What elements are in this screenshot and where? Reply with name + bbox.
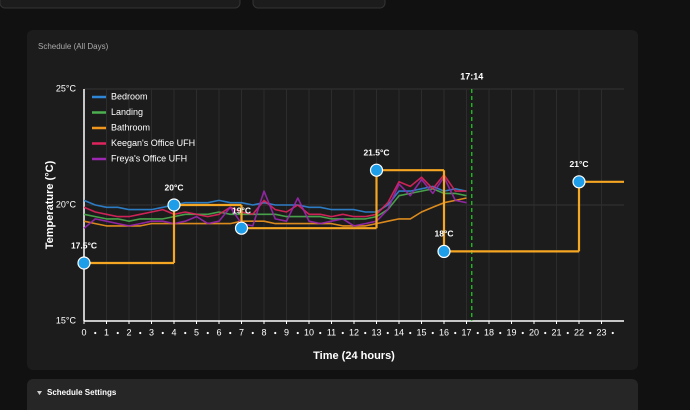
- x-tick-label: 12: [349, 327, 359, 337]
- top-card: [0, 0, 241, 9]
- x-tick-label: 9: [284, 327, 289, 337]
- y-tick-label: 15°C: [56, 315, 77, 325]
- x-tick-label: 11: [327, 327, 336, 337]
- x-tick-label: 10: [304, 327, 314, 337]
- tick-dot: [184, 331, 187, 335]
- schedule-label: 21.5°C: [363, 147, 389, 157]
- x-tick-label: 22: [574, 327, 584, 337]
- tick-dot: [274, 331, 277, 335]
- schedule-point: [369, 163, 384, 177]
- schedule-label: 17.5°C: [71, 240, 97, 250]
- x-tick-label: 17: [461, 327, 471, 337]
- y-tick-label: 25°C: [56, 83, 77, 93]
- tick-dot: [364, 331, 367, 335]
- x-tick-label: 15: [416, 327, 426, 337]
- top-card: [252, 0, 386, 9]
- x-tick-label: 18: [484, 327, 494, 337]
- schedule-point: [234, 221, 249, 235]
- tick-dot: [611, 331, 614, 335]
- series-line: [83, 188, 467, 222]
- x-tick-label: 19: [506, 327, 516, 337]
- settings-title[interactable]: Schedule Settings: [47, 388, 117, 397]
- tick-dot: [566, 331, 569, 335]
- y-tick-label: 20°C: [56, 199, 77, 209]
- expand-icon[interactable]: [37, 391, 42, 395]
- tick-dot: [476, 331, 479, 335]
- settings-card[interactable]: [27, 379, 638, 410]
- legend-label: Landing: [111, 107, 143, 117]
- series-line: [83, 176, 467, 229]
- schedule-point: [437, 244, 451, 258]
- x-tick-label: 2: [126, 327, 131, 337]
- card-title: Schedule (All Days): [38, 42, 109, 51]
- tick-dot: [296, 331, 299, 335]
- schedule-label: 21°C: [570, 159, 589, 169]
- y-axis-label: Temperature (°C): [44, 160, 56, 249]
- schedule-label: 20°C: [165, 182, 184, 192]
- tick-dot: [251, 331, 254, 335]
- legend-label: Bedroom: [111, 91, 148, 101]
- legend-label: Freya's Office UFH: [111, 153, 187, 163]
- x-tick-label: 16: [439, 327, 449, 337]
- x-tick-label: 21: [551, 327, 561, 337]
- tick-dot: [409, 331, 412, 335]
- tick-dot: [161, 331, 164, 335]
- x-tick-label: 8: [261, 327, 266, 337]
- tick-dot: [521, 331, 524, 335]
- tick-dot: [229, 331, 232, 335]
- schedule-label: 18°C: [435, 229, 454, 239]
- x-tick-label: 7: [239, 327, 244, 337]
- series-line: [83, 174, 467, 218]
- tick-dot: [544, 331, 547, 335]
- tick-dot: [341, 331, 344, 335]
- tick-dot: [206, 331, 209, 335]
- x-tick-label: 23: [596, 327, 606, 337]
- tick-dot: [454, 331, 457, 335]
- schedule-point: [167, 198, 181, 212]
- schedule-point: [572, 175, 586, 189]
- tick-dot: [499, 331, 502, 335]
- x-axis-label: Time (24 hours): [313, 350, 395, 362]
- x-tick-label: 13: [371, 327, 381, 337]
- x-tick-label: 0: [81, 327, 86, 337]
- schedule-label: 19°C: [232, 205, 251, 215]
- x-tick-label: 1: [104, 327, 109, 337]
- tick-dot: [589, 331, 592, 335]
- x-tick-label: 14: [394, 327, 404, 337]
- tick-dot: [139, 331, 142, 335]
- tick-dot: [386, 331, 389, 335]
- now-label: 17:14: [460, 71, 483, 81]
- series-line: [83, 197, 467, 227]
- x-tick-label: 3: [149, 327, 154, 337]
- series-line: [83, 185, 467, 213]
- x-tick-label: 4: [171, 327, 176, 337]
- x-tick-label: 5: [194, 327, 199, 337]
- x-tick-label: 20: [529, 327, 539, 337]
- tick-dot: [116, 331, 119, 335]
- legend-label: Bathroom: [111, 122, 150, 132]
- tick-dot: [319, 331, 322, 335]
- tick-dot: [431, 331, 434, 335]
- tick-dot: [94, 331, 97, 335]
- chart-card: [27, 30, 638, 370]
- chart: 15°C20°C25°C0 1 2 3 4 5 6 7 8 9 10 11 12 13 14 15 16 17 18…: [44, 71, 624, 362]
- legend-label: Keegan's Office UFH: [111, 138, 195, 148]
- schedule-point: [77, 256, 91, 270]
- x-tick-label: 6: [216, 327, 221, 337]
